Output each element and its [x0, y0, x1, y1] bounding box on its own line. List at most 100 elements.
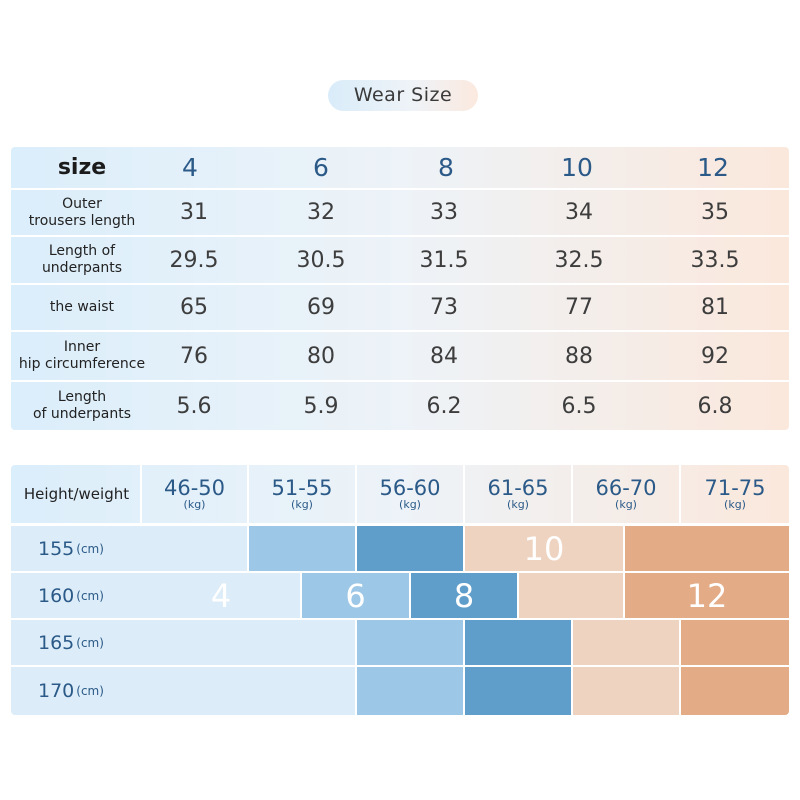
- size-band-12: 12: [625, 573, 789, 618]
- weight-column-51-55: 51-55 (kg): [249, 465, 355, 523]
- weight-column-46-50: 46-50 (kg): [142, 465, 247, 523]
- table-row: Length of underpants 29.5 30.5 31.5 32.5 …: [11, 237, 789, 285]
- size-header-12: 12: [697, 153, 729, 182]
- weight-column-71-75: 71-75 (kg): [681, 465, 789, 523]
- row-label-length-of-underpants-2: Length of underpants: [11, 382, 153, 430]
- table-cell: 80: [307, 343, 335, 369]
- table-cell: 35: [701, 200, 729, 225]
- size-band-12: [681, 667, 789, 715]
- weight-unit: (kg): [291, 498, 313, 511]
- size-header-8: 8: [438, 153, 454, 182]
- table-row: Outer trousers length 31 32 33 34 35: [11, 190, 789, 237]
- height-label-155: 155 (cm): [11, 526, 142, 571]
- table-cell: 76: [180, 343, 208, 369]
- table-row: the waist 65 69 73 77 81: [11, 285, 789, 332]
- row-label-line: trousers length: [28, 212, 136, 229]
- row-label-line: of underpants: [32, 406, 132, 422]
- size-band-6: [357, 620, 463, 665]
- table-cell: 34: [565, 200, 593, 225]
- size-label-8: 8: [453, 576, 475, 615]
- weight-range: 61-65: [487, 476, 549, 500]
- weight-unit: (kg): [507, 498, 529, 511]
- size-label-12: 12: [686, 576, 728, 615]
- table-cell: 33: [430, 200, 458, 225]
- height-unit: (cm): [76, 684, 104, 698]
- row-label-line: Inner: [63, 339, 101, 355]
- weight-unit: (kg): [399, 498, 421, 511]
- size-table: size 4 6 8 10 12 Outer trousers length 31…: [11, 147, 789, 430]
- table-row: Inner hip circumference 76 80 84 88 92: [11, 332, 789, 382]
- column-divider: [463, 465, 465, 523]
- weight-column-66-70: 66-70 (kg): [573, 465, 679, 523]
- size-band-8: 8: [411, 573, 517, 618]
- row-label-line: Length of: [48, 243, 116, 259]
- row-label-inner-hip-circumference: Inner hip circumference: [11, 332, 153, 380]
- weight-range: 66-70: [595, 476, 657, 500]
- size-band-6: 6: [302, 573, 409, 618]
- row-label-line: the waist: [49, 299, 115, 315]
- table-cell: 81: [701, 295, 729, 320]
- height-value: 160: [38, 584, 75, 607]
- table-cell: 32: [307, 200, 335, 225]
- weight-range: 71-75: [704, 476, 766, 500]
- size-band-10: [573, 667, 679, 715]
- size-header-6: 6: [313, 153, 329, 182]
- size-band-6: [249, 526, 355, 571]
- column-divider: [355, 465, 357, 523]
- row-label-length-of-underpants: Length of underpants: [11, 237, 153, 283]
- table-cell: 31.5: [419, 247, 469, 273]
- table-cell: 84: [430, 343, 458, 369]
- table-cell: 73: [430, 295, 458, 320]
- size-band-4: [142, 667, 355, 715]
- height-weight-chart: Height/weight 46-50 (kg) 51-55 (kg) 56-6…: [11, 465, 789, 715]
- height-label-170: 170 (cm): [11, 667, 142, 715]
- size-band-4: 4: [142, 573, 300, 618]
- row-label-line: hip circumference: [18, 356, 146, 372]
- weight-column-56-60: 56-60 (kg): [357, 465, 463, 523]
- weight-range: 56-60: [379, 476, 441, 500]
- table-row: Length of underpants 5.6 5.9 6.2 6.5 6.8: [11, 382, 789, 430]
- height-unit: (cm): [76, 588, 104, 603]
- row-label-outer-trousers-length: Outer trousers length: [11, 190, 153, 235]
- weight-range: 46-50: [163, 476, 226, 500]
- height-value: 165: [38, 631, 75, 654]
- height-value: 170: [38, 680, 75, 702]
- size-band-8: [465, 667, 571, 715]
- size-band-4: [142, 526, 247, 571]
- column-divider: [247, 465, 249, 523]
- size-band-8: [465, 620, 571, 665]
- size-band-4: [142, 620, 355, 665]
- size-label-4: 4: [210, 576, 232, 615]
- table-cell: 5.6: [176, 393, 212, 419]
- column-divider: [571, 465, 573, 523]
- height-label-160: 160 (cm): [11, 573, 142, 618]
- table-cell: 33.5: [690, 247, 740, 273]
- weight-range: 51-55: [271, 476, 333, 500]
- size-label-10: 10: [523, 529, 565, 568]
- column-divider: [679, 465, 681, 523]
- table-cell: 6.5: [561, 393, 597, 419]
- table-cell: 5.9: [303, 393, 339, 419]
- table-cell: 77: [565, 295, 593, 320]
- weight-unit: (kg): [615, 498, 637, 511]
- size-band-10: [519, 573, 623, 618]
- size-header-row: size 4 6 8 10 12: [11, 147, 789, 190]
- size-band-10: 10: [465, 526, 623, 571]
- height-weight-label: Height/weight: [23, 485, 130, 503]
- weight-unit: (kg): [724, 498, 746, 511]
- table-cell: 92: [701, 343, 729, 369]
- table-cell: 6.2: [426, 393, 462, 419]
- row-label-line: underpants: [41, 260, 123, 276]
- height-label-165: 165 (cm): [11, 620, 142, 665]
- size-band-6: [357, 667, 463, 715]
- size-band-12: [681, 620, 789, 665]
- size-band-12: [625, 526, 789, 571]
- wear-size-title: Wear Size: [328, 80, 478, 111]
- size-band-8: [357, 526, 463, 571]
- row-label-line: Outer: [62, 195, 102, 212]
- table-cell: 65: [180, 295, 208, 320]
- row-label-line: Length: [57, 389, 107, 405]
- weight-unit: (kg): [183, 498, 206, 511]
- table-cell: 32.5: [554, 247, 604, 273]
- table-cell: 69: [307, 295, 335, 320]
